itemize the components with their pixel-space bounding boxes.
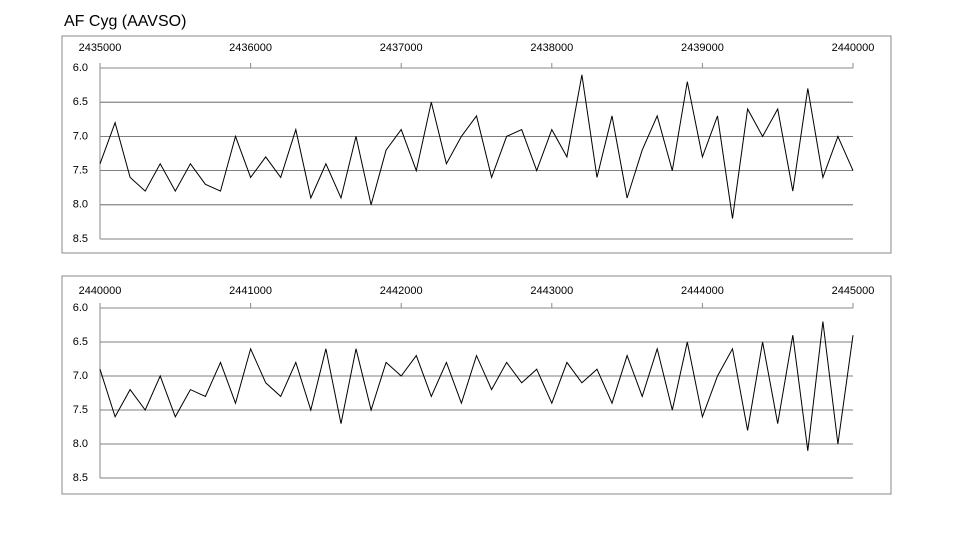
y-tick-label: 7.0 [73,130,88,142]
x-tick-label: 2435000 [79,42,122,54]
y-tick-label: 6.0 [73,302,88,314]
x-tick-label: 2444000 [681,285,724,297]
panel-frame [61,35,892,254]
y-tick-label: 8.0 [73,199,88,211]
y-tick-label: 7.5 [73,165,88,177]
y-tick-label: 6.5 [73,96,88,108]
light-curve [99,74,854,219]
light-curve [99,321,854,451]
x-tick-label: 2437000 [380,42,423,54]
y-tick-label: 8.5 [73,233,88,245]
y-tick-label: 6.0 [73,62,88,74]
x-tick-label: 2442000 [380,285,423,297]
y-tick-label: 7.0 [73,370,88,382]
panel-frame [61,275,892,495]
x-tick-label: 2440000 [832,42,875,54]
x-tick-label: 2443000 [530,285,573,297]
x-tick-label: 2436000 [229,42,272,54]
x-tick-label: 2440000 [79,285,122,297]
x-tick-label: 2445000 [832,285,875,297]
y-tick-label: 7.5 [73,404,88,416]
y-tick-label: 8.5 [73,472,88,484]
chart-title: AF Cyg (AAVSO) [64,13,186,30]
x-tick-label: 2438000 [530,42,573,54]
x-tick-label: 2439000 [681,42,724,54]
y-tick-label: 6.5 [73,336,88,348]
x-tick-label: 2441000 [229,285,272,297]
y-tick-label: 8.0 [73,438,88,450]
